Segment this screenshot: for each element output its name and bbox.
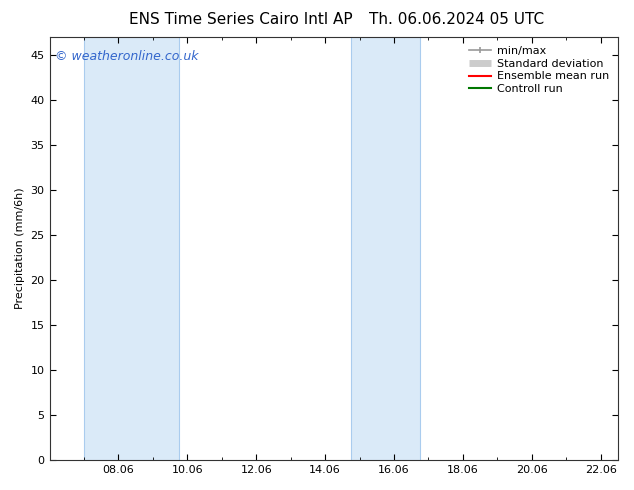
Text: Th. 06.06.2024 05 UTC: Th. 06.06.2024 05 UTC (369, 12, 544, 27)
Text: © weatheronline.co.uk: © weatheronline.co.uk (55, 50, 198, 63)
Y-axis label: Precipitation (mm/6h): Precipitation (mm/6h) (15, 188, 25, 309)
Bar (351, 37, 420, 460)
Legend: min/max, Standard deviation, Ensemble mean run, Controll run: min/max, Standard deviation, Ensemble me… (466, 43, 612, 98)
Bar (84, 37, 179, 460)
Text: ENS Time Series Cairo Intl AP: ENS Time Series Cairo Intl AP (129, 12, 353, 27)
